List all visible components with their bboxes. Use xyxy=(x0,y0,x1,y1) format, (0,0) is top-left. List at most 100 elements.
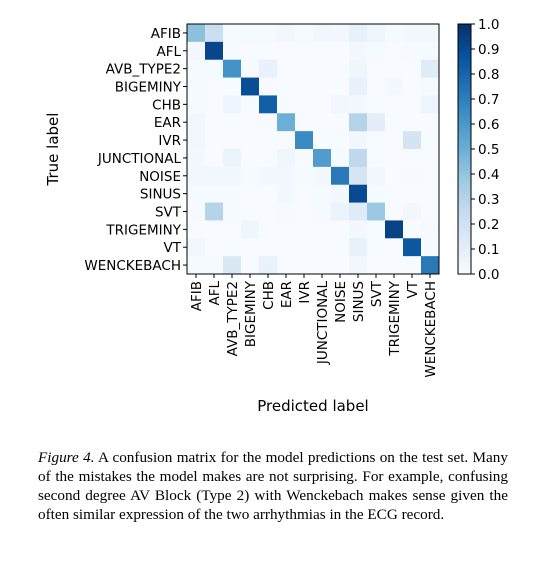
cell-svt-trigeminy xyxy=(385,202,404,221)
cell-bigeminy-afib xyxy=(187,77,206,96)
cell-bigeminy-afl xyxy=(205,77,224,96)
colorbar-tick-label: 0.1 xyxy=(478,242,499,258)
cell-avb_type2-svt xyxy=(367,59,386,78)
cell-chb-ivr xyxy=(295,95,314,114)
cell-vt-bigeminy xyxy=(241,238,260,257)
x-tick-label: SVT xyxy=(369,280,385,307)
colorbar-ticks: 0.0 0.1 0.2 0.3 0.4 0.5 0.6 0.7 0.8 0.9 1.0 xyxy=(471,17,499,283)
confusion-matrix-chart: AFIBAFLAVB_TYPE2BIGEMINYCHBEARIVRJUNCTIO… xyxy=(44,17,499,415)
cell-ear-junctional xyxy=(313,113,332,132)
cell-wenckebach-sinus xyxy=(349,256,368,275)
cell-svt-afl xyxy=(205,202,224,221)
colorbar-tick-label: 0.8 xyxy=(478,67,499,83)
cell-wenckebach-trigeminy xyxy=(385,256,404,275)
cell-ivr-chb xyxy=(259,131,278,150)
cell-wenckebach-svt xyxy=(367,256,386,275)
cell-ivr-ear xyxy=(277,131,296,150)
x-tick-label: JUNCTIONAL xyxy=(315,281,331,366)
cell-wenckebach-avb_type2 xyxy=(223,256,242,275)
cell-wenckebach-noise xyxy=(331,256,350,275)
cell-trigeminy-afl xyxy=(205,220,224,239)
cell-avb_type2-wenckebach xyxy=(421,59,440,78)
y-tick-label: EAR xyxy=(154,115,181,131)
x-tick-label: SINUS xyxy=(351,281,367,322)
cell-sinus-bigeminy xyxy=(241,184,260,203)
cell-afib-afl xyxy=(205,24,224,43)
cell-avb_type2-ivr xyxy=(295,59,314,78)
y-tick-label: IVR xyxy=(158,133,181,149)
cell-sinus-svt xyxy=(367,184,386,203)
cell-avb_type2-ear xyxy=(277,59,296,78)
cell-junctional-vt xyxy=(403,149,422,168)
cell-ear-chb xyxy=(259,113,278,132)
cell-avb_type2-afl xyxy=(205,59,224,78)
cell-wenckebach-ear xyxy=(277,256,296,275)
cell-afl-avb_type2 xyxy=(223,41,242,61)
cell-vt-avb_type2 xyxy=(223,238,242,257)
cell-avb_type2-vt xyxy=(403,59,422,78)
cell-avb_type2-avb_type2 xyxy=(223,59,242,78)
cell-svt-wenckebach xyxy=(421,202,440,221)
cell-bigeminy-trigeminy xyxy=(385,77,404,96)
cell-junctional-bigeminy xyxy=(241,149,260,168)
cell-noise-sinus xyxy=(349,166,368,186)
cell-afl-sinus xyxy=(349,41,368,61)
cell-avb_type2-bigeminy xyxy=(241,59,260,78)
x-tick-label: BIGEMINY xyxy=(243,280,259,347)
cell-trigeminy-afib xyxy=(187,220,206,239)
cell-bigeminy-bigeminy xyxy=(241,77,260,96)
cell-ear-sinus xyxy=(349,113,368,132)
cell-noise-junctional xyxy=(313,166,332,186)
col-labels: AFIB AFL AVB_TYPE2 BIGEMINY CHB EAR IVR JUNCTIO… xyxy=(189,274,439,378)
cell-afib-trigeminy xyxy=(385,24,404,43)
cell-vt-svt xyxy=(367,238,386,257)
x-tick-label: VT xyxy=(405,280,421,298)
cell-junctional-afl xyxy=(205,149,224,168)
cell-afib-vt xyxy=(403,24,422,43)
cell-afib-ear xyxy=(277,24,296,43)
cell-junctional-svt xyxy=(367,149,386,168)
cell-sinus-vt xyxy=(403,184,422,203)
y-tick-label: JUNCTIONAL xyxy=(97,151,182,167)
x-tick-label: NOISE xyxy=(333,281,349,323)
cell-ivr-ivr xyxy=(295,131,314,150)
cell-sinus-afib xyxy=(187,184,206,203)
cell-trigeminy-trigeminy xyxy=(385,220,404,239)
cell-afl-noise xyxy=(331,41,350,61)
cell-sinus-chb xyxy=(259,184,278,203)
cell-noise-noise xyxy=(331,166,350,186)
cell-wenckebach-afib xyxy=(187,256,206,275)
cell-vt-afl xyxy=(205,238,224,257)
x-tick-label: EAR xyxy=(279,281,295,308)
cell-junctional-afib xyxy=(187,149,206,168)
y-tick-label: NOISE xyxy=(139,169,181,185)
cell-chb-ear xyxy=(277,95,296,114)
cell-noise-ivr xyxy=(295,166,314,186)
cell-afl-afl xyxy=(205,41,224,61)
colorbar-tick-label: 0.5 xyxy=(478,142,499,158)
cell-avb_type2-sinus xyxy=(349,59,368,78)
colorbar-tick-label: 0.3 xyxy=(478,192,499,208)
cell-ivr-afib xyxy=(187,131,206,150)
cell-vt-ivr xyxy=(295,238,314,257)
cell-wenckebach-chb xyxy=(259,256,278,275)
cell-trigeminy-junctional xyxy=(313,220,332,239)
colorbar-tick-label: 0.7 xyxy=(478,92,499,108)
cell-bigeminy-sinus xyxy=(349,77,368,96)
colorbar-tick-label: 0.4 xyxy=(478,167,499,183)
cell-avb_type2-afib xyxy=(187,59,206,78)
cell-svt-chb xyxy=(259,202,278,221)
cell-chb-afl xyxy=(205,95,224,114)
cell-svt-afib xyxy=(187,202,206,221)
y-axis-label: True label xyxy=(44,113,62,187)
cell-vt-ear xyxy=(277,238,296,257)
colorbar-tick-label: 0.9 xyxy=(478,42,499,58)
cell-sinus-junctional xyxy=(313,184,332,203)
caption-text: A confusion matrix for the model predict… xyxy=(38,449,508,523)
y-tick-label: SINUS xyxy=(140,187,181,203)
cell-wenckebach-wenckebach xyxy=(421,256,440,275)
heatmap-cells xyxy=(187,24,440,275)
cell-wenckebach-ivr xyxy=(295,256,314,275)
cell-junctional-junctional xyxy=(313,149,332,168)
cell-junctional-wenckebach xyxy=(421,149,440,168)
